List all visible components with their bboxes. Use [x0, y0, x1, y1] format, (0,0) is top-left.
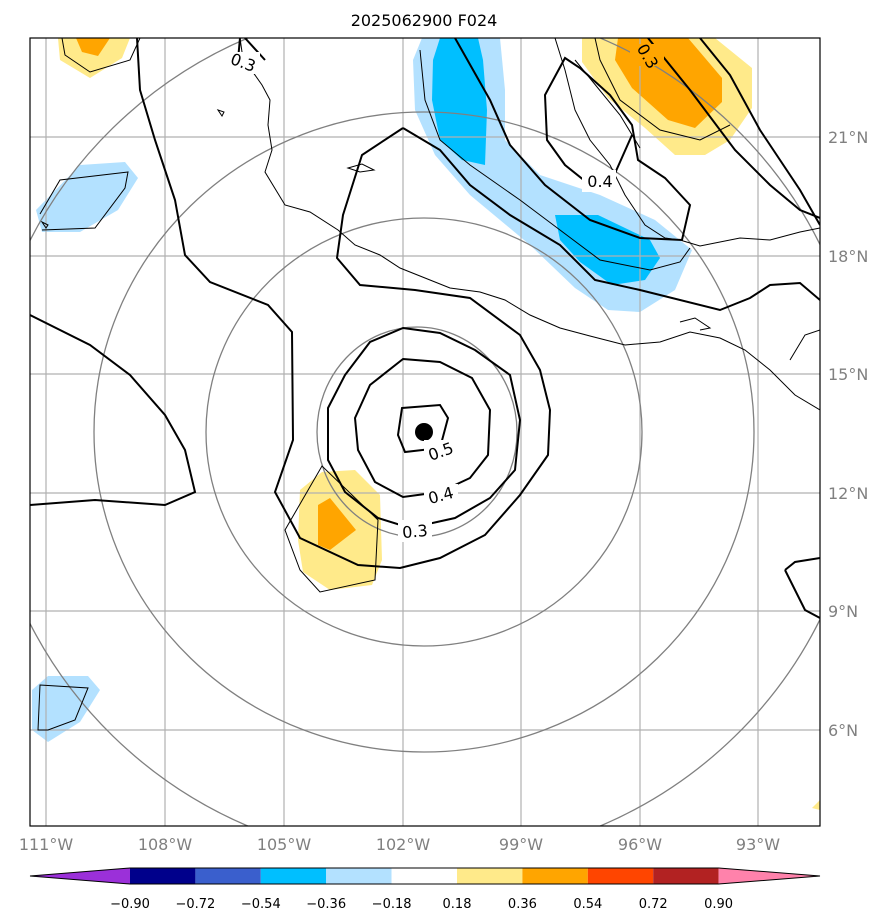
colorbar-tick: −0.54 — [241, 897, 281, 912]
lon-tick-label: 105°W — [257, 835, 312, 854]
colorbar-extend-low — [30, 868, 130, 884]
lon-tick-label: 111°W — [19, 835, 74, 854]
storm-center-marker — [415, 423, 433, 441]
colorbar-segment — [326, 868, 392, 884]
colorbar: −0.90 −0.72 −0.54 −0.36 −0.18 0.18 0.36 … — [29, 867, 821, 912]
range-rings — [30, 38, 820, 826]
lon-tick-label: 99°W — [499, 835, 543, 854]
colorbar-segment — [457, 868, 523, 884]
lat-tick-label: 9°N — [828, 602, 858, 621]
map-area: 0.5 0.4 0.3 0.4 0.3 0.3 — [30, 38, 820, 826]
colorbar-tick: 0.54 — [573, 897, 602, 912]
colorbar-segment — [130, 868, 196, 884]
colorbar-segment — [587, 868, 654, 884]
lon-tick-label: 96°W — [618, 835, 662, 854]
colorbar-tick: 0.90 — [704, 897, 733, 912]
lat-tick-label: 15°N — [828, 365, 868, 384]
lon-tick-labels: 111°W 108°W 105°W 102°W 99°W 96°W 93°W — [19, 835, 780, 854]
colorbar-tick-labels: −0.90 −0.72 −0.54 −0.36 −0.18 0.18 0.36 … — [110, 897, 733, 912]
lat-tick-label: 21°N — [828, 128, 868, 147]
map-frame — [29, 37, 821, 827]
shaded-regions — [32, 38, 820, 810]
colorbar-tick: −0.36 — [306, 897, 346, 912]
lat-tick-label: 18°N — [828, 247, 868, 266]
colorbar-segment — [195, 868, 261, 884]
contour-lines — [30, 38, 820, 619]
colorbar-tick: 0.72 — [639, 897, 668, 912]
colorbar-tick: −0.72 — [175, 897, 215, 912]
contour-labels: 0.5 0.4 0.3 0.4 0.3 0.3 — [226, 40, 664, 542]
coastlines — [37, 38, 820, 731]
grid-lines — [30, 38, 820, 826]
colorbar-tick: 0.18 — [443, 897, 472, 912]
lat-tick-labels: 21°N 18°N 15°N 12°N 9°N 6°N — [828, 128, 868, 740]
colorbar-extend-high — [718, 868, 820, 884]
figure-title: 2025062900 F024 — [351, 11, 498, 30]
lon-tick-label: 108°W — [138, 835, 193, 854]
colorbar-segment — [260, 868, 327, 884]
lon-tick-label: 102°W — [376, 835, 431, 854]
colorbar-segment — [522, 868, 588, 884]
colorbar-tick: −0.90 — [110, 897, 150, 912]
colorbar-tick: −0.18 — [372, 897, 412, 912]
colorbar-segment — [653, 868, 719, 884]
colorbar-segment — [391, 868, 457, 884]
colorbar-tick: 0.36 — [508, 897, 537, 912]
contour-label: 0.3 — [401, 521, 428, 542]
lat-tick-label: 12°N — [828, 484, 868, 503]
lat-tick-label: 6°N — [828, 721, 858, 740]
contour-label: 0.4 — [587, 172, 612, 191]
lon-tick-label: 93°W — [736, 835, 780, 854]
